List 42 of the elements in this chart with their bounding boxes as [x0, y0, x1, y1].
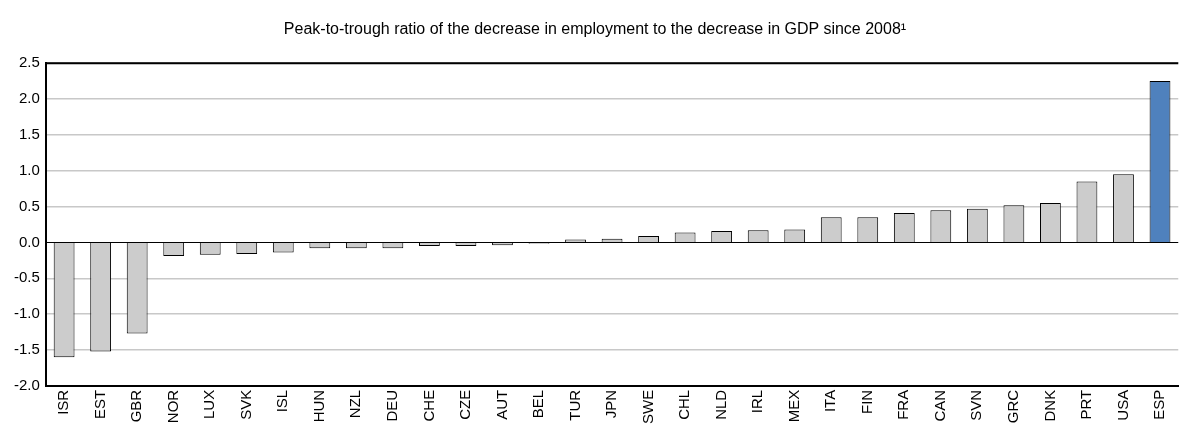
chart-title: Peak-to-trough ratio of the decrease in employment to the decrease in GDP since 2008¹ [283, 20, 907, 38]
x-tick-label: USA [1113, 389, 1131, 421]
x-tick-label: ISR [54, 389, 72, 415]
x-tick-label: DEU [383, 389, 401, 422]
x-tick-label: BEL [529, 389, 547, 419]
y-tick-label: -0.5 [13, 268, 40, 286]
x-tick-label: SVK [236, 389, 254, 420]
x-tick-label: SVN [967, 389, 985, 421]
x-tick-label: NLD [711, 389, 729, 420]
y-tick-label: 0.0 [18, 232, 40, 250]
x-tick-label: FRA [894, 389, 912, 420]
x-tick-label: TUR [565, 389, 583, 421]
y-tick-label: -2.0 [13, 375, 40, 393]
x-tick-label: DNK [1040, 389, 1058, 422]
y-tick-label: -1.5 [13, 340, 40, 358]
y-tick-label: 1.5 [18, 125, 40, 143]
x-tick-label: FIN [857, 389, 875, 414]
x-tick-label: MEX [784, 389, 802, 423]
x-tick-label: CHL [675, 389, 693, 420]
x-tick-label: GRC [1004, 389, 1022, 424]
y-tick-label: 2.0 [18, 89, 40, 107]
x-tick-label: HUN [309, 389, 327, 423]
x-tick-label: ITA [821, 389, 839, 413]
x-tick-label: AUT [492, 389, 510, 420]
y-tick-label: 1.0 [18, 160, 40, 178]
x-tick-label: CHE [419, 389, 437, 422]
x-tick-label: ISL [273, 389, 291, 413]
x-tick-label: GBR [127, 389, 145, 423]
x-tick-label: PRT [1077, 389, 1095, 420]
x-tick-label: CAN [930, 389, 948, 422]
y-tick-label: 2.5 [18, 53, 40, 71]
x-tick-label: ESP [1150, 389, 1168, 420]
x-tick-label: CZE [456, 389, 474, 420]
x-tick-label: NOR [163, 389, 181, 424]
y-tick-label: 0.5 [18, 196, 40, 214]
x-tick-label: JPN [602, 389, 620, 419]
y-tick-label: -1.0 [13, 304, 40, 322]
x-tick-label: SWE [638, 389, 656, 424]
x-tick-label: NZL [346, 389, 364, 419]
x-tick-label: LUX [200, 389, 218, 420]
x-tick-label: EST [90, 389, 108, 420]
x-tick-label: IRL [748, 389, 766, 414]
